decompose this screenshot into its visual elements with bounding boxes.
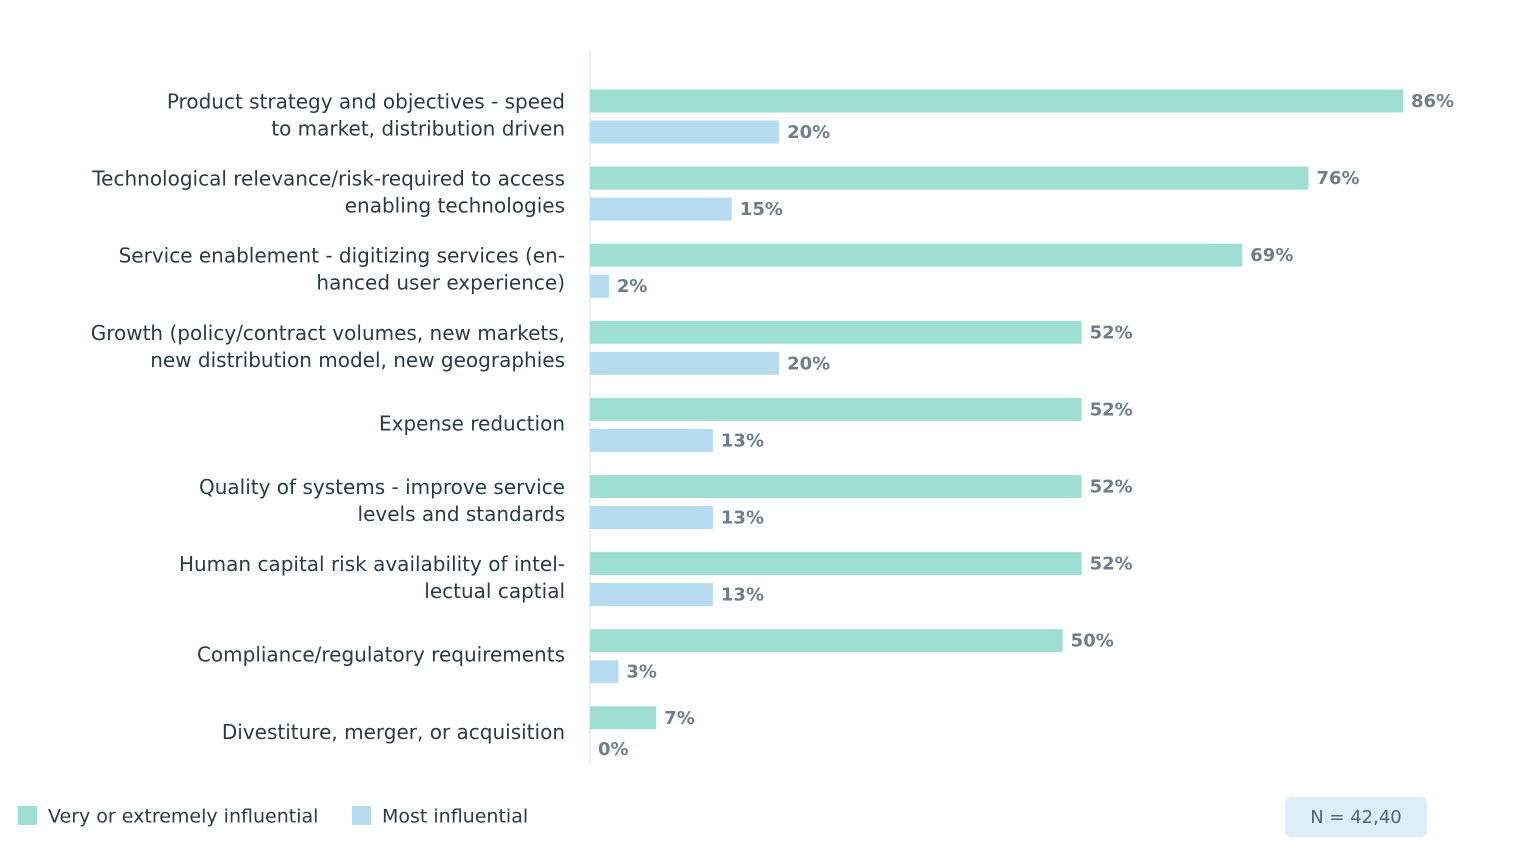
category-label: Product strategy and objectives - speed <box>167 90 565 114</box>
category-label: Quality of systems - improve service <box>199 475 565 499</box>
legend-label: Very or extremely influential <box>48 806 318 828</box>
category-label: Growth (policy/contract volumes, new mar… <box>91 321 565 345</box>
value-label: 7% <box>664 708 695 729</box>
category-label: Compliance/regulatory requirements <box>197 643 565 667</box>
value-label: 13% <box>721 508 764 529</box>
note-box <box>1285 797 1427 837</box>
bar <box>590 274 609 298</box>
category-label: lectual captial <box>424 579 565 603</box>
value-label: 52% <box>1090 322 1133 343</box>
value-label: 13% <box>721 585 764 606</box>
bar <box>590 629 1063 653</box>
legend-label: Most influential <box>382 806 528 828</box>
bar <box>590 552 1082 576</box>
value-label: 69% <box>1250 245 1293 266</box>
bar <box>590 428 713 452</box>
category-label: Service enablement - digitizing services… <box>119 244 565 268</box>
bar <box>590 320 1082 344</box>
bar <box>590 197 732 221</box>
bar <box>590 660 619 684</box>
value-label: 86% <box>1411 91 1454 112</box>
value-label: 3% <box>626 662 657 683</box>
value-label: 52% <box>1090 554 1133 575</box>
value-label: 52% <box>1090 477 1133 498</box>
bar <box>590 706 657 730</box>
bar <box>590 120 780 144</box>
category-label: hanced user experience) <box>316 271 565 295</box>
value-label: 13% <box>721 430 764 451</box>
value-label: 15% <box>740 199 783 220</box>
bar <box>590 583 713 607</box>
value-label: 20% <box>787 122 830 143</box>
category-label: Divestiture, merger, or acquisition <box>222 720 565 744</box>
legend-swatch <box>18 806 37 825</box>
bar <box>590 89 1403 113</box>
category-label: levels and standards <box>358 502 565 526</box>
value-label: 20% <box>787 353 830 374</box>
category-label: new distribution model, new geographies <box>150 348 565 372</box>
legend-swatch <box>352 806 371 825</box>
category-label: Technological relevance/risk-required to… <box>91 167 565 191</box>
sample-note: N = 42,40 <box>1310 807 1402 828</box>
value-label: 50% <box>1071 631 1114 652</box>
bar <box>590 397 1082 421</box>
bar <box>590 506 713 529</box>
value-label: 2% <box>617 276 648 297</box>
category-label: Expense reduction <box>379 411 565 435</box>
bar <box>590 243 1243 267</box>
value-label: 52% <box>1090 399 1133 420</box>
value-label: 0% <box>598 739 629 760</box>
category-label: to market, distribution driven <box>271 117 565 141</box>
category-label: enabling technologies <box>345 194 565 218</box>
bar <box>590 166 1309 190</box>
bar <box>590 351 780 375</box>
category-label: Human capital risk availability of intel… <box>179 552 565 576</box>
bar <box>590 475 1082 498</box>
value-label: 76% <box>1316 168 1359 189</box>
